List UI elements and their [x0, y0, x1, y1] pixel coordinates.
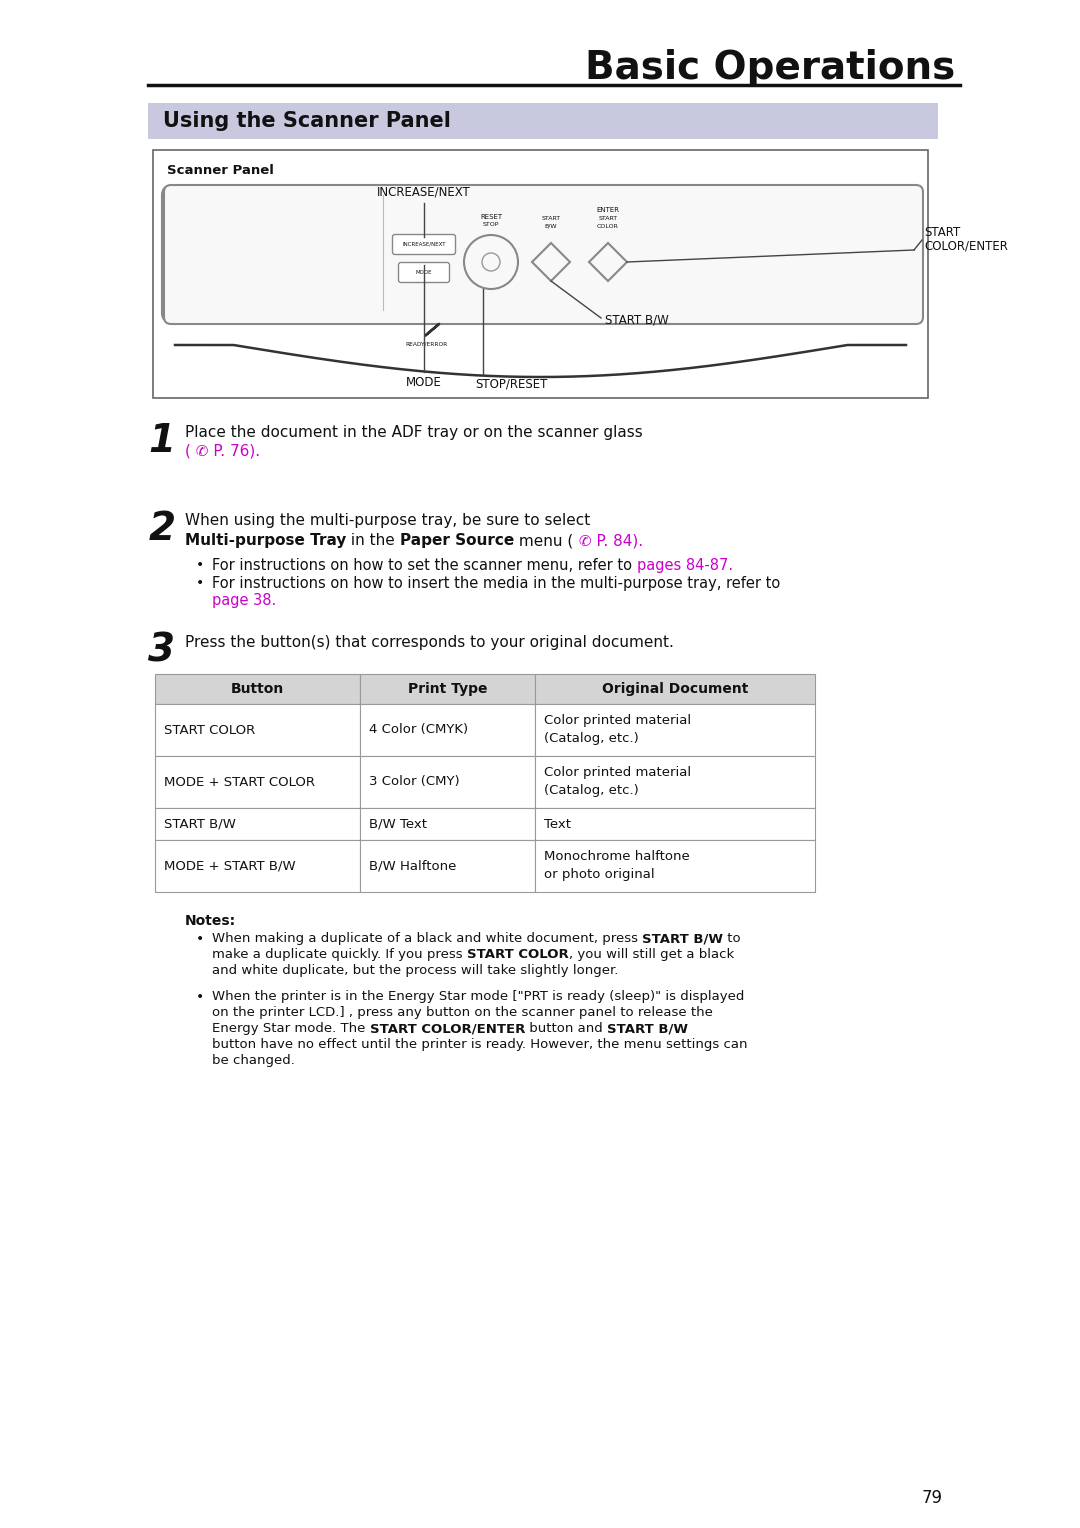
Bar	[148, 102, 939, 139]
Text: When making a duplicate of a black and white document, press: When making a duplicate of a black and w…	[212, 932, 643, 944]
Text: Scanner Panel: Scanner Panel	[167, 163, 274, 177]
Text: READY/ERROR: READY/ERROR	[405, 341, 447, 347]
Text: START: START	[541, 215, 561, 220]
Bar	[360, 840, 535, 892]
Text: START B/W: START B/W	[164, 817, 235, 831]
Text: STOP: STOP	[483, 222, 499, 226]
Text: Text: Text	[544, 817, 571, 831]
FancyBboxPatch shape	[164, 185, 923, 324]
Bar	[535, 704, 815, 756]
Text: 4 Color (CMYK): 4 Color (CMYK)	[369, 723, 468, 736]
Text: Energy Star mode. The: Energy Star mode. The	[212, 1022, 369, 1034]
Text: make a duplicate quickly. If you press: make a duplicate quickly. If you press	[212, 947, 467, 961]
Text: ( ✆ P. 76).: ( ✆ P. 76).	[185, 445, 260, 458]
FancyBboxPatch shape	[162, 186, 375, 322]
Text: MODE: MODE	[406, 376, 442, 388]
Text: B/W Halftone: B/W Halftone	[369, 859, 457, 872]
Text: be changed.: be changed.	[212, 1054, 295, 1067]
Text: Multi-purpose Tray: Multi-purpose Tray	[185, 533, 347, 549]
Text: START COLOR/ENTER: START COLOR/ENTER	[369, 1022, 525, 1034]
Text: When the printer is in the Energy Star mode ["PRT is ready (sleep)" is displayed: When the printer is in the Energy Star m…	[212, 990, 744, 1002]
Text: START B/W: START B/W	[607, 1022, 688, 1034]
FancyBboxPatch shape	[399, 263, 449, 283]
Bar	[360, 674, 535, 704]
Text: Notes:: Notes:	[185, 914, 237, 927]
Text: on the printer LCD.] , press any button on the scanner panel to release the: on the printer LCD.] , press any button …	[212, 1005, 713, 1019]
Text: Press the button(s) that corresponds to your original document.: Press the button(s) that corresponds to …	[185, 636, 674, 649]
Text: 1: 1	[149, 422, 175, 460]
Text: Paper Source: Paper Source	[400, 533, 514, 549]
Bar	[535, 674, 815, 704]
Text: MODE + START COLOR: MODE + START COLOR	[164, 776, 315, 788]
Text: For instructions on how to set the scanner menu, refer to: For instructions on how to set the scann…	[212, 558, 636, 573]
Text: ✆ P. 84).: ✆ P. 84).	[573, 533, 643, 549]
Bar	[156, 756, 360, 808]
Text: START: START	[924, 226, 960, 240]
Text: (Catalog, etc.): (Catalog, etc.)	[544, 732, 638, 746]
Text: Print Type: Print Type	[408, 681, 487, 695]
Bar	[360, 808, 535, 840]
Text: Monochrome halftone: Monochrome halftone	[544, 850, 690, 863]
Text: (Catalog, etc.): (Catalog, etc.)	[544, 784, 638, 798]
Text: •: •	[195, 576, 204, 590]
Text: START B/W: START B/W	[643, 932, 724, 944]
Bar	[189, 209, 348, 299]
Text: B/W Text: B/W Text	[369, 817, 427, 831]
Text: INCREASE/NEXT: INCREASE/NEXT	[377, 185, 471, 199]
Text: button and: button and	[525, 1022, 607, 1034]
Text: pages 84-87.: pages 84-87.	[636, 558, 732, 573]
Text: MODE + START B/W: MODE + START B/W	[164, 859, 296, 872]
Text: INCREASE/NEXT: INCREASE/NEXT	[402, 241, 446, 248]
Bar	[535, 808, 815, 840]
FancyBboxPatch shape	[392, 234, 456, 255]
Text: Color printed material: Color printed material	[544, 766, 691, 779]
Bar	[156, 808, 360, 840]
Bar	[360, 704, 535, 756]
Bar	[535, 840, 815, 892]
Text: COLOR/ENTER: COLOR/ENTER	[924, 240, 1008, 252]
Text: 3 Color (CMY): 3 Color (CMY)	[369, 776, 460, 788]
Text: •: •	[195, 990, 204, 1004]
Text: START COLOR: START COLOR	[467, 947, 569, 961]
Text: Place the document in the ADF tray or on the scanner glass: Place the document in the ADF tray or on…	[185, 425, 643, 440]
Text: When using the multi-purpose tray, be sure to select: When using the multi-purpose tray, be su…	[185, 513, 591, 529]
Text: STOP/RESET: STOP/RESET	[475, 377, 548, 391]
Text: 3: 3	[149, 633, 175, 669]
Text: START COLOR: START COLOR	[164, 723, 255, 736]
Text: page 38.: page 38.	[212, 593, 276, 608]
Text: START: START	[598, 215, 618, 220]
Text: Color printed material: Color printed material	[544, 714, 691, 727]
Text: B/W: B/W	[544, 223, 557, 229]
Text: 79: 79	[921, 1488, 943, 1507]
Text: COLOR: COLOR	[597, 223, 619, 229]
Bar	[153, 150, 928, 397]
Bar	[156, 704, 360, 756]
Text: •: •	[195, 558, 204, 571]
Text: menu (: menu (	[514, 533, 573, 549]
Bar	[156, 840, 360, 892]
Text: ENTER: ENTER	[596, 206, 620, 212]
Text: to: to	[724, 932, 741, 944]
Text: 2: 2	[149, 510, 175, 549]
Text: , you will still get a black: , you will still get a black	[569, 947, 734, 961]
Text: START B/W: START B/W	[605, 313, 669, 327]
Bar	[360, 756, 535, 808]
Bar	[156, 674, 360, 704]
Text: MODE: MODE	[416, 270, 432, 275]
Text: button have no effect until the printer is ready. However, the menu settings can: button have no effect until the printer …	[212, 1038, 747, 1051]
Text: •: •	[195, 932, 204, 946]
Text: RESET: RESET	[480, 214, 502, 220]
Text: Button: Button	[231, 681, 284, 695]
Text: in the: in the	[347, 533, 400, 549]
Text: and white duplicate, but the process will take slightly longer.: and white duplicate, but the process wil…	[212, 964, 619, 976]
Bar	[535, 756, 815, 808]
Text: Using the Scanner Panel: Using the Scanner Panel	[163, 112, 450, 131]
Text: For instructions on how to insert the media in the multi-purpose tray, refer to: For instructions on how to insert the me…	[212, 576, 780, 591]
Text: or photo original: or photo original	[544, 868, 654, 882]
Text: Basic Operations: Basic Operations	[584, 49, 955, 87]
Text: Original Document: Original Document	[602, 681, 748, 695]
